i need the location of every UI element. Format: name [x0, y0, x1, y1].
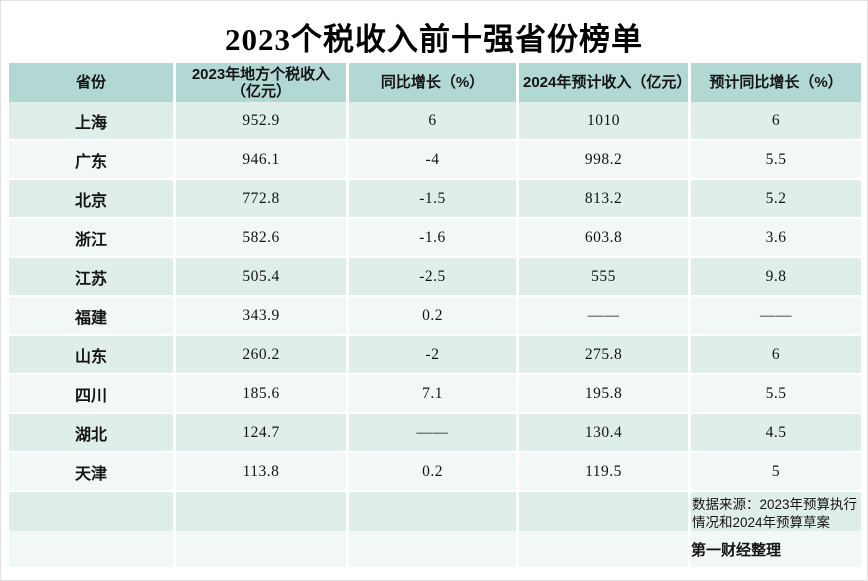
cell-value: 113.8	[176, 453, 346, 490]
cell-value: -2.5	[349, 258, 516, 295]
cell-value: -4	[349, 141, 516, 178]
cell-value: -2	[349, 336, 516, 373]
cell-value: 5.2	[691, 180, 861, 217]
cell-value: 952.9	[176, 102, 346, 139]
cell-value: 275.8	[519, 336, 688, 373]
empty-cell	[349, 492, 516, 536]
cell-value: 1010	[519, 102, 688, 139]
cell-province: 四川	[9, 375, 173, 412]
cell-value: -1.5	[349, 180, 516, 217]
cell-value: 603.8	[519, 219, 688, 256]
column-header: 2024年预计收入（亿元）	[519, 63, 688, 103]
tax-ranking-table: 省份 2023年地方个税收入（亿元） 同比增长（%） 2024年预计收入（亿元） 预计同…	[9, 63, 861, 568]
cell-value: 260.2	[176, 336, 346, 373]
empty-cell	[519, 492, 688, 536]
cell-province: 广东	[9, 141, 173, 178]
cell-value: 9.8	[691, 258, 861, 295]
cell-value: ——	[691, 297, 861, 334]
cell-value: 6	[349, 102, 516, 139]
cell-value: 185.6	[176, 375, 346, 412]
cell-province: 江苏	[9, 258, 173, 295]
cell-value: 505.4	[176, 258, 346, 295]
empty-cell	[349, 531, 516, 567]
empty-cell	[176, 531, 346, 567]
page-title: 2023个税收入前十强省份榜单	[225, 21, 643, 57]
empty-cell	[9, 492, 173, 536]
cell-province: 山东	[9, 336, 173, 373]
cell-value: 582.6	[176, 219, 346, 256]
cell-value: 195.8	[519, 375, 688, 412]
column-header: 2023年地方个税收入（亿元）	[176, 63, 346, 103]
cell-value: 3.6	[691, 219, 861, 256]
column-header: 同比增长（%）	[349, 63, 516, 103]
cell-value: 119.5	[519, 453, 688, 490]
cell-value: 6	[691, 102, 861, 139]
cell-value: 5.5	[691, 375, 861, 412]
cell-value: 7.1	[349, 375, 516, 412]
column-header: 省份	[9, 63, 173, 103]
cell-province: 福建	[9, 297, 173, 334]
cell-value: 772.8	[176, 180, 346, 217]
empty-cell	[9, 531, 173, 567]
cell-value: 4.5	[691, 414, 861, 451]
cell-value: 998.2	[519, 141, 688, 178]
cell-value: 0.2	[349, 297, 516, 334]
cell-value: ——	[349, 414, 516, 451]
column-header: 预计同比增长（%）	[691, 63, 861, 103]
credit-label: 第一财经整理	[691, 531, 861, 567]
cell-province: 上海	[9, 102, 173, 139]
cell-value: ——	[519, 297, 688, 334]
cell-value: 555	[519, 258, 688, 295]
cell-value: 5.5	[691, 141, 861, 178]
cell-value: 5	[691, 453, 861, 490]
cell-value: 813.2	[519, 180, 688, 217]
cell-value: 0.2	[349, 453, 516, 490]
cell-province: 浙江	[9, 219, 173, 256]
cell-value: 124.7	[176, 414, 346, 451]
empty-cell	[519, 531, 688, 567]
cell-value: 946.1	[176, 141, 346, 178]
cell-province: 天津	[9, 453, 173, 490]
cell-value: 343.9	[176, 297, 346, 334]
cell-value: 130.4	[519, 414, 688, 451]
cell-province: 湖北	[9, 414, 173, 451]
cell-value: -1.6	[349, 219, 516, 256]
empty-cell	[176, 492, 346, 536]
cell-value: 6	[691, 336, 861, 373]
source-note: 数据来源：2023年预算执行情况和2024年预算草案	[691, 492, 861, 536]
cell-province: 北京	[9, 180, 173, 217]
